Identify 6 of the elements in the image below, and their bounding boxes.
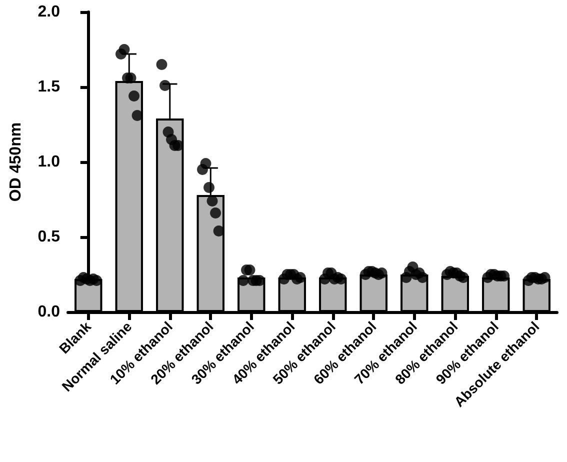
y-tick-label: 0.5 [38,228,60,246]
y-tick-label: 1.0 [38,154,60,170]
y-tick-label: 1.5 [38,78,60,96]
y-tick-label: 2.0 [38,4,60,20]
y-tick-label: 0.0 [38,304,60,320]
y-axis-title: OD 450nm [8,122,24,202]
